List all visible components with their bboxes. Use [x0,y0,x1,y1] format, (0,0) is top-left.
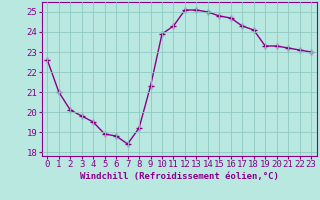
X-axis label: Windchill (Refroidissement éolien,°C): Windchill (Refroidissement éolien,°C) [80,172,279,181]
